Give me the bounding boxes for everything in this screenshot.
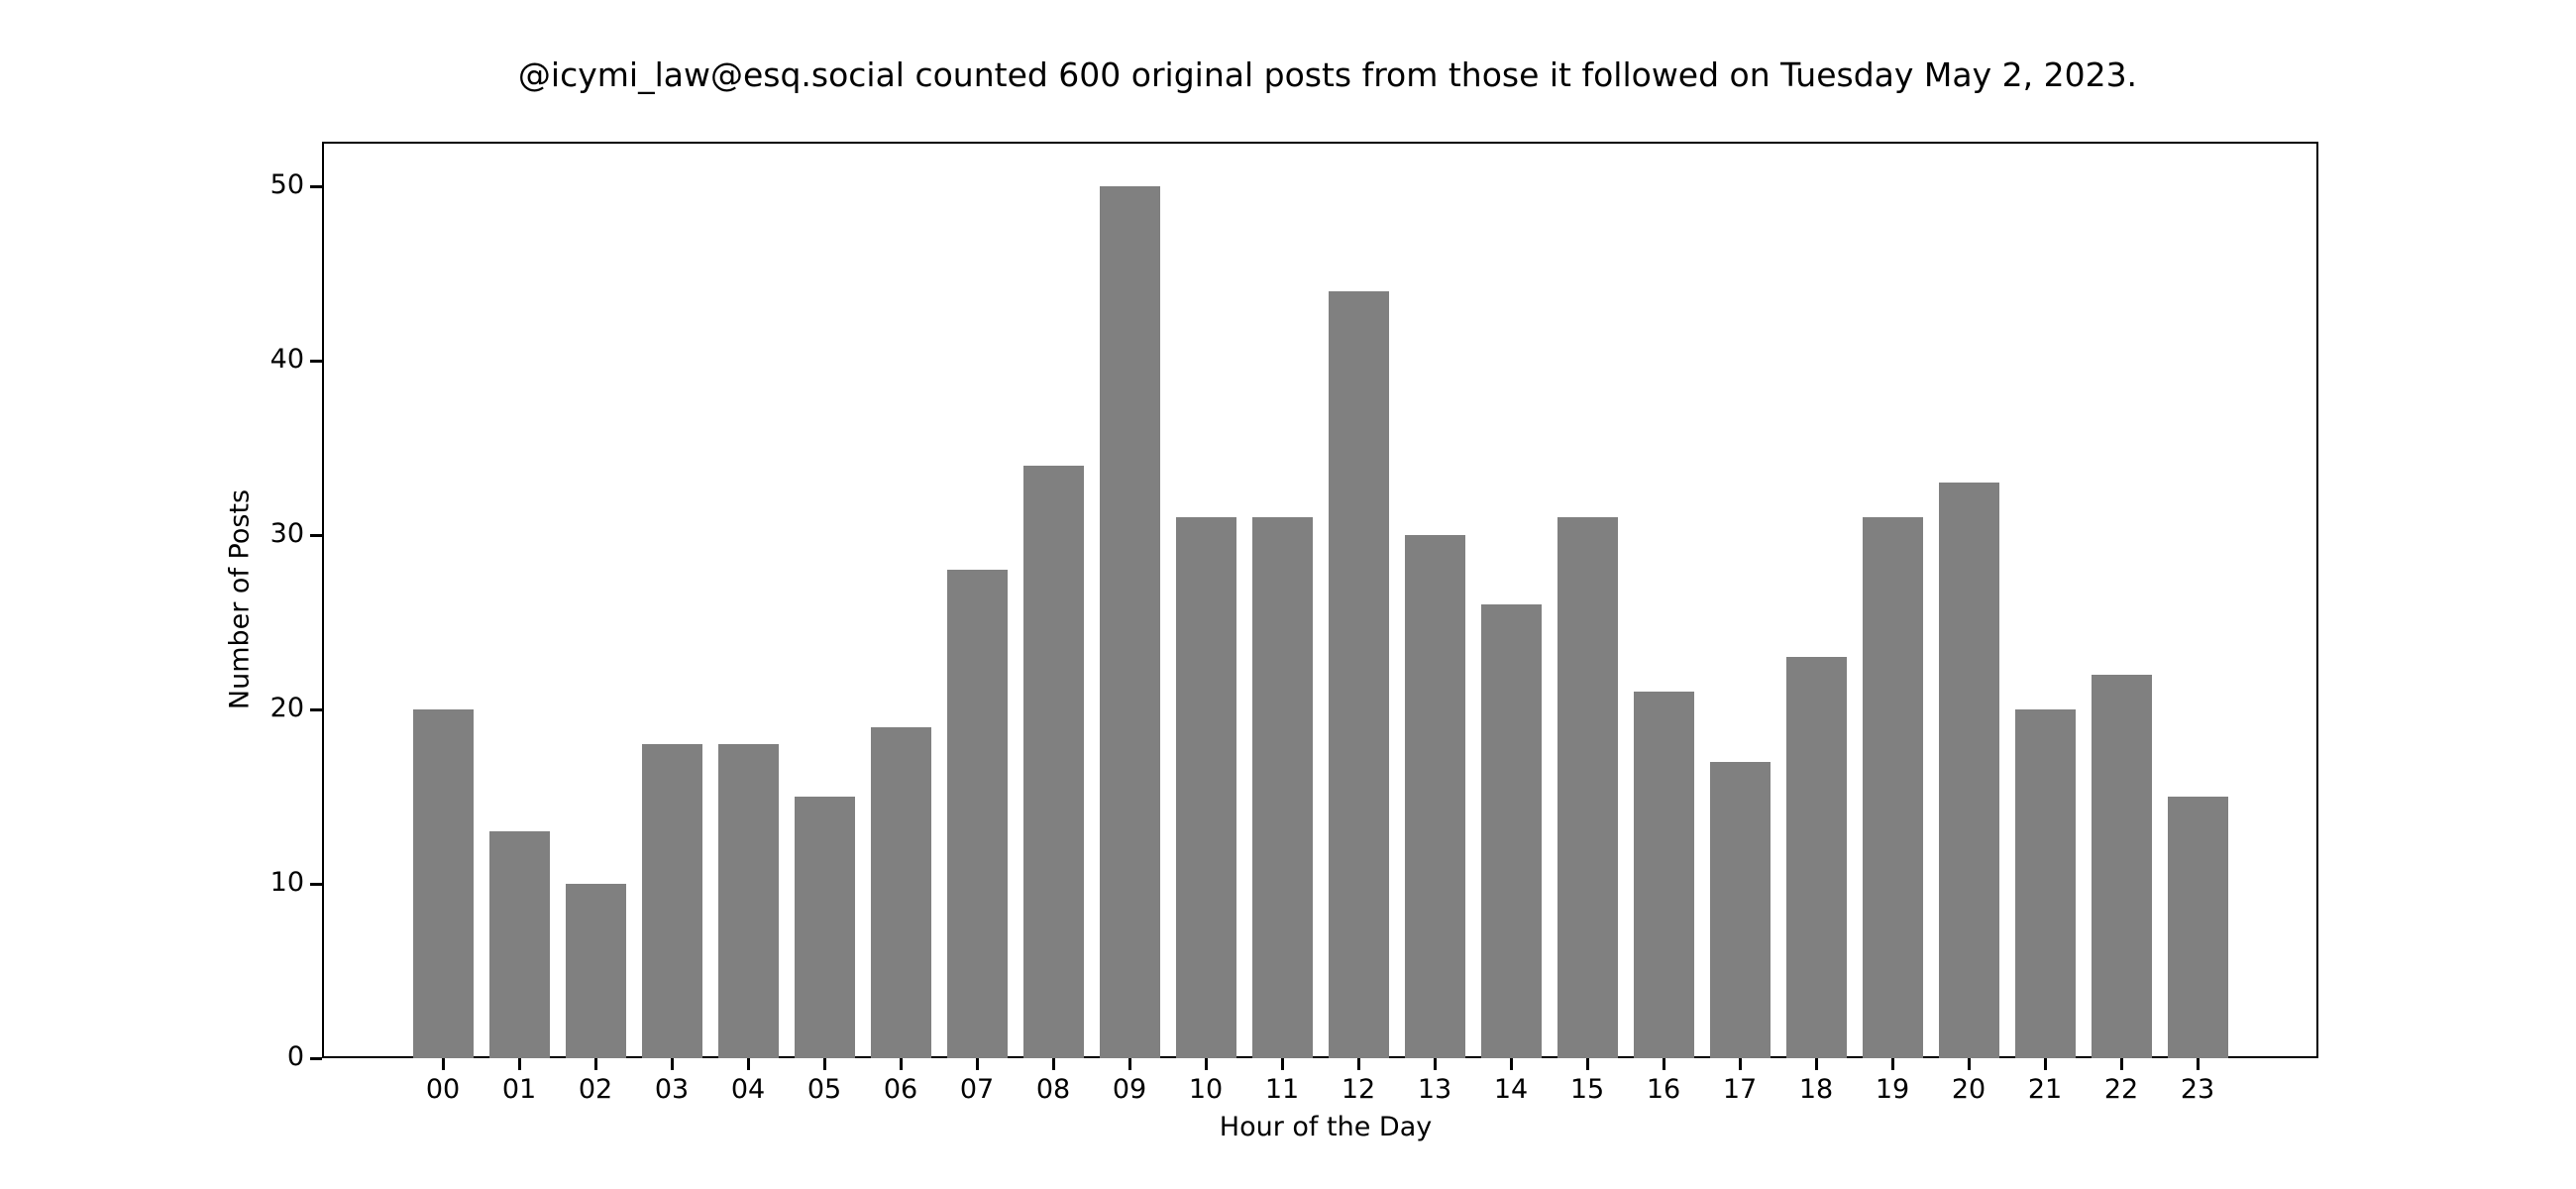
- x-tick-label: 07: [959, 1074, 995, 1105]
- plot-area: [322, 142, 2318, 1058]
- bar-09: [1099, 186, 1160, 1058]
- x-tick-label: 20: [1951, 1074, 1986, 1105]
- x-tick-label: 09: [1112, 1074, 1147, 1105]
- bar-23: [2167, 797, 2228, 1058]
- x-tick: [900, 1058, 903, 1070]
- x-tick: [823, 1058, 826, 1070]
- y-tick: [310, 185, 322, 188]
- x-tick: [1128, 1058, 1131, 1070]
- x-tick-label: 01: [501, 1074, 537, 1105]
- x-tick-label: 03: [654, 1074, 690, 1105]
- y-tick: [310, 883, 322, 886]
- x-tick-label: 23: [2180, 1074, 2215, 1105]
- bar-00: [412, 709, 474, 1058]
- x-tick-label: 04: [730, 1074, 766, 1105]
- x-tick: [976, 1058, 979, 1070]
- x-tick-label: 13: [1417, 1074, 1452, 1105]
- bar-05: [794, 797, 855, 1058]
- bar-22: [2091, 674, 2152, 1058]
- bar-04: [717, 744, 779, 1058]
- x-tick: [594, 1058, 597, 1070]
- x-tick-label: 08: [1035, 1074, 1071, 1105]
- x-tick: [1815, 1058, 1818, 1070]
- x-tick: [1510, 1058, 1513, 1070]
- bar-21: [2014, 709, 2076, 1058]
- bar-17: [1709, 761, 1771, 1058]
- x-tick-label: 22: [2103, 1074, 2139, 1105]
- y-axis-label: Number of Posts: [224, 488, 256, 710]
- x-tick: [1281, 1058, 1284, 1070]
- x-tick: [1205, 1058, 1208, 1070]
- bar-06: [870, 726, 931, 1058]
- x-tick: [1357, 1058, 1360, 1070]
- x-tick: [1739, 1058, 1742, 1070]
- bar-14: [1480, 604, 1542, 1058]
- x-tick: [1891, 1058, 1894, 1070]
- x-tick: [2197, 1058, 2200, 1070]
- y-tick: [310, 1057, 322, 1060]
- x-tick-label: 12: [1341, 1074, 1376, 1105]
- x-tick: [518, 1058, 521, 1070]
- bar-08: [1022, 465, 1084, 1058]
- x-tick: [671, 1058, 674, 1070]
- x-axis-label: Hour of the Day: [1219, 1112, 1433, 1142]
- x-tick: [2044, 1058, 2047, 1070]
- x-tick: [442, 1058, 445, 1070]
- y-tick: [310, 360, 322, 363]
- bar-11: [1251, 517, 1313, 1058]
- x-tick: [1434, 1058, 1437, 1070]
- x-tick: [2120, 1058, 2123, 1070]
- y-tick-label: 0: [286, 1041, 304, 1072]
- x-tick-label: 15: [1569, 1074, 1605, 1105]
- bar-03: [641, 744, 702, 1058]
- bar-12: [1328, 290, 1389, 1058]
- x-tick-label: 21: [2027, 1074, 2063, 1105]
- bar-13: [1404, 535, 1465, 1058]
- x-tick-label: 05: [806, 1074, 842, 1105]
- y-tick-label: 20: [269, 693, 304, 723]
- bar-02: [565, 884, 626, 1058]
- x-tick-label: 14: [1493, 1074, 1529, 1105]
- x-tick-label: 11: [1264, 1074, 1300, 1105]
- x-tick-label: 00: [425, 1074, 461, 1105]
- x-tick: [1586, 1058, 1589, 1070]
- x-tick: [1663, 1058, 1665, 1070]
- x-tick: [1052, 1058, 1055, 1070]
- y-tick: [310, 534, 322, 537]
- y-tick-label: 50: [269, 169, 304, 200]
- x-tick-label: 06: [883, 1074, 918, 1105]
- x-tick-label: 10: [1188, 1074, 1224, 1105]
- bar-07: [946, 570, 1008, 1058]
- bar-10: [1175, 517, 1236, 1058]
- y-tick-label: 10: [269, 867, 304, 898]
- x-tick-label: 18: [1798, 1074, 1834, 1105]
- chart-title: @icymi_law@esq.social counted 600 origin…: [517, 55, 2138, 94]
- y-tick-label: 30: [269, 518, 304, 549]
- bar-15: [1556, 517, 1618, 1058]
- bar-01: [488, 831, 550, 1058]
- x-tick-label: 16: [1646, 1074, 1681, 1105]
- x-tick-label: 19: [1875, 1074, 1910, 1105]
- x-tick-label: 02: [578, 1074, 613, 1105]
- bar-19: [1862, 517, 1923, 1058]
- x-tick: [1968, 1058, 1971, 1070]
- y-tick: [310, 708, 322, 711]
- bar-20: [1938, 483, 1999, 1058]
- bar-16: [1633, 692, 1694, 1058]
- bar-18: [1785, 657, 1847, 1058]
- x-tick-label: 17: [1722, 1074, 1758, 1105]
- x-tick: [747, 1058, 750, 1070]
- y-tick-label: 40: [269, 344, 304, 375]
